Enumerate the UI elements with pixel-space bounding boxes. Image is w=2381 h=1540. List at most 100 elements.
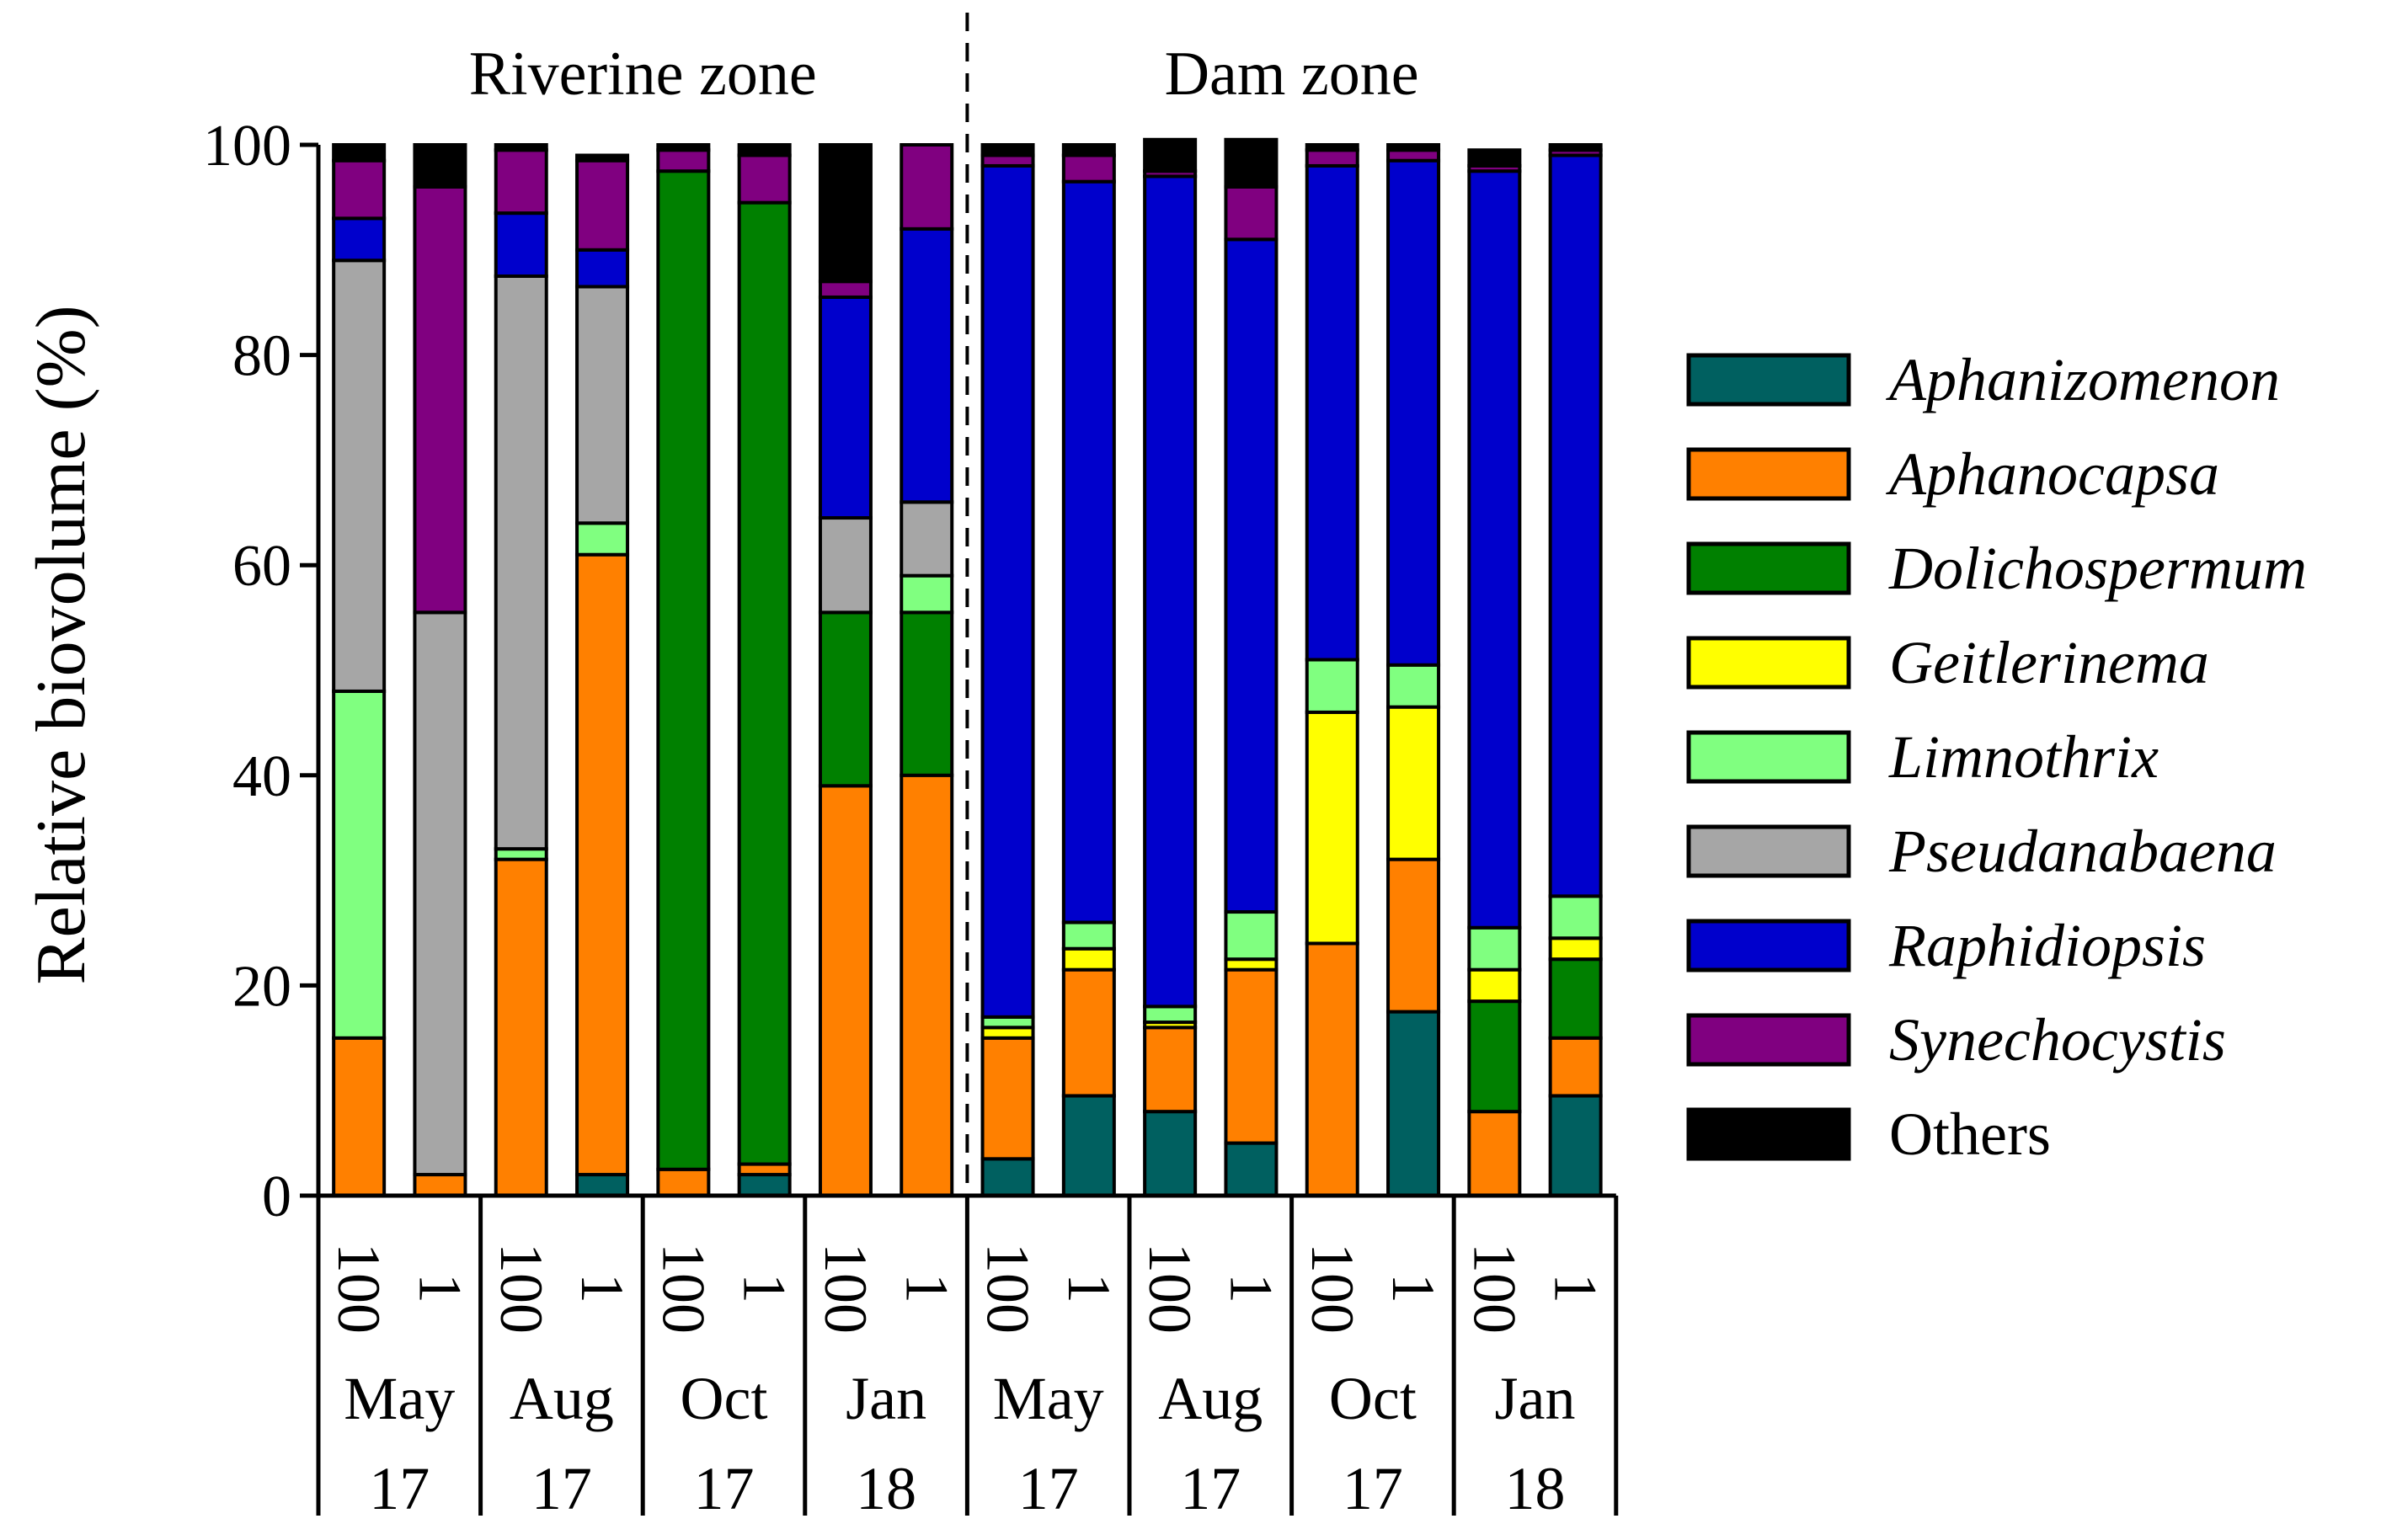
bar-segment-raphidiopsis bbox=[818, 295, 873, 520]
bar-segment-aphanizomenon bbox=[1386, 1010, 1441, 1197]
year-label: 17 bbox=[531, 1455, 592, 1522]
bar-segment-synechocystis bbox=[900, 143, 954, 231]
legend-swatch-raphidiopsis bbox=[1686, 919, 1851, 972]
year-label: 17 bbox=[1018, 1455, 1079, 1522]
bar-segment-synechocystis bbox=[575, 158, 630, 252]
bar-segment-raphidiopsis bbox=[1061, 179, 1116, 925]
depth-label: 100 bbox=[488, 1243, 555, 1334]
legend-label-pseudanabaena: Pseudanabaena bbox=[1888, 818, 2277, 885]
bar-segment-others bbox=[1143, 137, 1198, 173]
bar-segment-aphanizomenon bbox=[1143, 1110, 1198, 1198]
bar-segment-others bbox=[737, 143, 792, 157]
month-label: Aug bbox=[1158, 1365, 1263, 1432]
bar-segment-pseudanabaena bbox=[413, 610, 467, 1177]
legend-label-synechocystis: Synechocystis bbox=[1889, 1006, 2226, 1074]
bar-segment-aphanocapsa bbox=[413, 1173, 467, 1198]
bar-segment-raphidiopsis bbox=[980, 163, 1035, 1019]
bar-segment-raphidiopsis bbox=[1548, 153, 1603, 898]
bar-segment-geitlerinema bbox=[1548, 936, 1603, 962]
bar-segment-others bbox=[818, 143, 873, 284]
bar-segment-others bbox=[1224, 137, 1279, 189]
zone-label: Dam zone bbox=[1165, 40, 1419, 109]
bar-segment-aphanocapsa bbox=[900, 773, 954, 1197]
depth-label: 1 bbox=[893, 1273, 960, 1303]
depth-label: 100 bbox=[974, 1243, 1042, 1334]
legend-label-geitlerinema: Geitlerinema bbox=[1889, 629, 2209, 696]
legend-swatch-aphanizomenon bbox=[1686, 353, 1851, 407]
legend-label-raphidiopsis: Raphidiopsis bbox=[1888, 912, 2206, 979]
bar-segment-geitlerinema bbox=[1386, 705, 1441, 861]
depth-label: 100 bbox=[649, 1243, 717, 1334]
depth-label: 1 bbox=[731, 1273, 798, 1303]
bar-segment-others bbox=[1061, 143, 1116, 157]
bar-segment-others bbox=[332, 143, 387, 163]
bar-segment-aphanocapsa bbox=[1061, 967, 1116, 1098]
bar-segment-limnothrix bbox=[575, 521, 630, 557]
bar-segment-aphanocapsa bbox=[1224, 967, 1279, 1145]
y-tick-label: 40 bbox=[232, 744, 291, 809]
bar-segment-aphanocapsa bbox=[575, 552, 630, 1177]
y-tick-label: 20 bbox=[232, 954, 291, 1019]
bar-segment-geitlerinema bbox=[1467, 967, 1522, 1004]
legend-swatch-synechocystis bbox=[1686, 1013, 1851, 1067]
bar-segment-aphanocapsa bbox=[494, 857, 548, 1197]
bar-segment-raphidiopsis bbox=[575, 248, 630, 289]
bar-segment-others bbox=[494, 143, 548, 152]
bar-segment-others bbox=[413, 143, 467, 189]
bar-segment-limnothrix bbox=[1467, 925, 1522, 972]
legend-swatch-others bbox=[1686, 1107, 1851, 1161]
depth-label: 1 bbox=[1055, 1273, 1123, 1303]
legend-swatch-aphanocapsa bbox=[1686, 447, 1851, 501]
bar-segment-pseudanabaena bbox=[900, 500, 954, 578]
depth-label: 1 bbox=[1542, 1273, 1610, 1303]
bar-segment-synechocystis bbox=[818, 280, 873, 299]
depth-label: 100 bbox=[812, 1243, 879, 1334]
y-tick-label: 0 bbox=[262, 1164, 291, 1229]
bar-segment-synechocystis bbox=[494, 148, 548, 216]
bar-segment-limnothrix bbox=[332, 689, 387, 1040]
bar-segment-aphanocapsa bbox=[1386, 857, 1441, 1014]
bar-segment-dolichospermum bbox=[1467, 999, 1522, 1114]
bar-segment-raphidiopsis bbox=[900, 226, 954, 504]
bar-segment-aphanocapsa bbox=[656, 1167, 711, 1198]
legend-label-others: Others bbox=[1889, 1100, 2051, 1168]
depth-label: 100 bbox=[1136, 1243, 1204, 1334]
bar-segment-synechocystis bbox=[1305, 148, 1359, 168]
bar-segment-aphanocapsa bbox=[1143, 1026, 1198, 1114]
bar-segment-dolichospermum bbox=[1548, 957, 1603, 1040]
bar-segment-aphanocapsa bbox=[332, 1036, 387, 1198]
year-label: 17 bbox=[1180, 1455, 1241, 1522]
legend-swatch-geitlerinema bbox=[1686, 636, 1851, 690]
legend-swatch-limnothrix bbox=[1686, 730, 1851, 784]
month-label: Aug bbox=[510, 1365, 614, 1432]
year-label: 17 bbox=[694, 1455, 755, 1522]
bar-segment-geitlerinema bbox=[1061, 946, 1116, 972]
bar-segment-pseudanabaena bbox=[494, 274, 548, 851]
bar-segment-others bbox=[656, 143, 711, 152]
depth-label: 1 bbox=[406, 1273, 473, 1303]
bar-segment-raphidiopsis bbox=[1467, 169, 1522, 930]
depth-label: 1 bbox=[569, 1273, 636, 1303]
bar-segment-limnothrix bbox=[1061, 920, 1116, 951]
bar-segment-aphanocapsa bbox=[1548, 1036, 1603, 1098]
depth-label: 1 bbox=[1380, 1273, 1447, 1303]
bar-segment-aphanizomenon bbox=[1548, 1094, 1603, 1197]
month-label: Jan bbox=[1495, 1365, 1576, 1432]
bar-segment-pseudanabaena bbox=[332, 258, 387, 693]
depth-label: 100 bbox=[1460, 1243, 1528, 1334]
month-label: Jan bbox=[846, 1365, 926, 1432]
year-label: 17 bbox=[1343, 1455, 1403, 1522]
legend-label-aphanizomenon: Aphanizomenon bbox=[1886, 346, 2280, 413]
y-tick-label: 60 bbox=[232, 534, 291, 599]
depth-label: 100 bbox=[1299, 1243, 1366, 1334]
bar-segment-limnothrix bbox=[1305, 658, 1359, 714]
bar-segment-others bbox=[575, 153, 630, 163]
bar-segment-pseudanabaena bbox=[575, 285, 630, 525]
bar-segment-synechocystis bbox=[413, 184, 467, 615]
depth-label: 100 bbox=[325, 1243, 392, 1334]
legend-swatch-dolichospermum bbox=[1686, 541, 1851, 595]
bar-segment-others bbox=[980, 143, 1035, 157]
bar-segment-aphanizomenon bbox=[737, 1173, 792, 1198]
bar-segment-others bbox=[1386, 143, 1441, 152]
